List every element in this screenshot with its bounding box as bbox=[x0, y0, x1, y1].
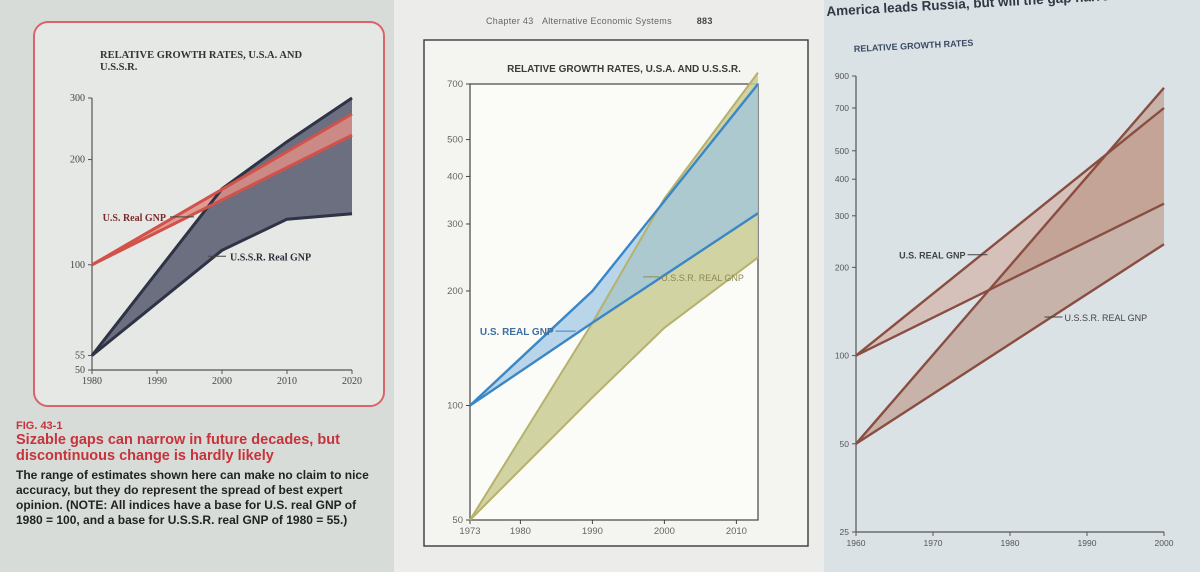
page-number: 883 bbox=[696, 16, 713, 26]
panel-textbook-figure-2: Chapter 43 Alternative Economic Systems … bbox=[394, 0, 824, 572]
chart-title: RELATIVE GROWTH RATES, U.S.A. AND U.S.S.R… bbox=[100, 50, 302, 73]
x-tick-label: 1980 bbox=[82, 376, 102, 387]
y-tick-label: 200 bbox=[447, 286, 463, 297]
y-tick-label: 25 bbox=[840, 527, 850, 537]
ussr-series-label: U.S.S.R. REAL GNP bbox=[661, 273, 744, 283]
x-tick-label: 2010 bbox=[726, 526, 747, 537]
y-tick-label: 100 bbox=[70, 260, 85, 271]
y-tick-label: 700 bbox=[835, 103, 849, 113]
ussr-high-line bbox=[469, 72, 759, 521]
y-tick-label: 100 bbox=[447, 400, 463, 411]
us-high-line bbox=[91, 112, 353, 267]
ussr-high-line bbox=[855, 87, 1165, 445]
panel-textbook-figure-3: RELATIVE GROWTH RATES 25 50 100 200 300 400 500… bbox=[824, 0, 1200, 572]
x-tick-label: 2010 bbox=[277, 376, 297, 387]
y-tick-label: 50 bbox=[75, 365, 85, 376]
us-high-line bbox=[469, 83, 759, 407]
chart-1: RELATIVE GROWTH RATES, U.S.A. AND U.S.S.R… bbox=[33, 21, 385, 407]
y-tick-label: 200 bbox=[835, 262, 849, 272]
us-low-line bbox=[91, 133, 353, 267]
us-series-label: U.S. REAL GNP bbox=[480, 327, 554, 338]
ussr-low-line bbox=[91, 212, 353, 357]
y-tick-label: 50 bbox=[452, 515, 463, 526]
x-tick-label: 1980 bbox=[510, 526, 531, 537]
y-tick-label: 200 bbox=[70, 155, 85, 166]
y-tick-label: 55 bbox=[75, 351, 85, 362]
us-high-line bbox=[855, 107, 1165, 357]
chapter-title: Alternative Economic Systems bbox=[541, 16, 672, 26]
x-tick-label: 1990 bbox=[147, 376, 167, 387]
y-tick-label: 300 bbox=[447, 219, 463, 230]
y-tick-label: 300 bbox=[835, 211, 849, 221]
x-tick-label: 1970 bbox=[924, 538, 943, 548]
chart-3: RELATIVE GROWTH RATES 25 50 100 200 300 400 500… bbox=[835, 38, 1174, 548]
x-tick-label: 1973 bbox=[459, 526, 480, 537]
x-tick-label: 1960 bbox=[847, 538, 866, 548]
panel-textbook-figure-1: RELATIVE GROWTH RATES, U.S.A. AND U.S.S.R… bbox=[0, 0, 394, 572]
figure-label: FIG. 43-1 bbox=[16, 420, 63, 432]
x-tick-label: 2000 bbox=[212, 376, 232, 387]
y-tick-label: 500 bbox=[447, 135, 463, 146]
ussr-series-label: U.S.S.R. REAL GNP bbox=[1065, 313, 1148, 323]
ussr-high-line bbox=[90, 96, 353, 357]
x-tick-label: 2000 bbox=[654, 526, 675, 537]
figure-caption: The range of estimates shown here can ma… bbox=[16, 468, 369, 527]
y-tick-label: 700 bbox=[447, 79, 463, 90]
y-tick-label: 300 bbox=[70, 93, 85, 104]
y-tick-label: 100 bbox=[835, 351, 849, 361]
chart-title: RELATIVE GROWTH RATES bbox=[854, 38, 974, 54]
chart-title: RELATIVE GROWTH RATES, U.S.A. AND U.S.S.… bbox=[507, 64, 741, 75]
ussr-low-line bbox=[855, 243, 1165, 445]
page-header: Chapter 43 Alternative Economic Systems … bbox=[486, 16, 713, 26]
x-tick-label: 1990 bbox=[582, 526, 603, 537]
us-series-label: U.S. Real GNP bbox=[103, 213, 166, 224]
x-tick-label: 2000 bbox=[1155, 538, 1174, 548]
ussr-low-line bbox=[469, 256, 759, 521]
figure-title: Sizable gaps can narrow in future decade… bbox=[16, 432, 340, 464]
us-range-band bbox=[470, 84, 758, 406]
us-series-label: U.S. REAL GNP bbox=[899, 251, 965, 261]
ussr-series-label: U.S.S.R. Real GNP bbox=[230, 252, 311, 263]
chapter-number: Chapter 43 bbox=[486, 16, 534, 26]
y-tick-label: 900 bbox=[835, 71, 849, 81]
us-low-line bbox=[855, 202, 1165, 357]
x-tick-label: 1980 bbox=[1001, 538, 1020, 548]
y-tick-label: 400 bbox=[835, 174, 849, 184]
x-tick-label: 1990 bbox=[1078, 538, 1097, 548]
x-tick-label: 2020 bbox=[342, 376, 362, 387]
y-tick-label: 500 bbox=[835, 146, 849, 156]
y-tick-label: 400 bbox=[447, 171, 463, 182]
chart-2: RELATIVE GROWTH RATES, U.S.A. AND U.S.S.… bbox=[423, 39, 809, 547]
y-tick-label: 50 bbox=[840, 439, 850, 449]
us-low-line bbox=[469, 212, 759, 407]
